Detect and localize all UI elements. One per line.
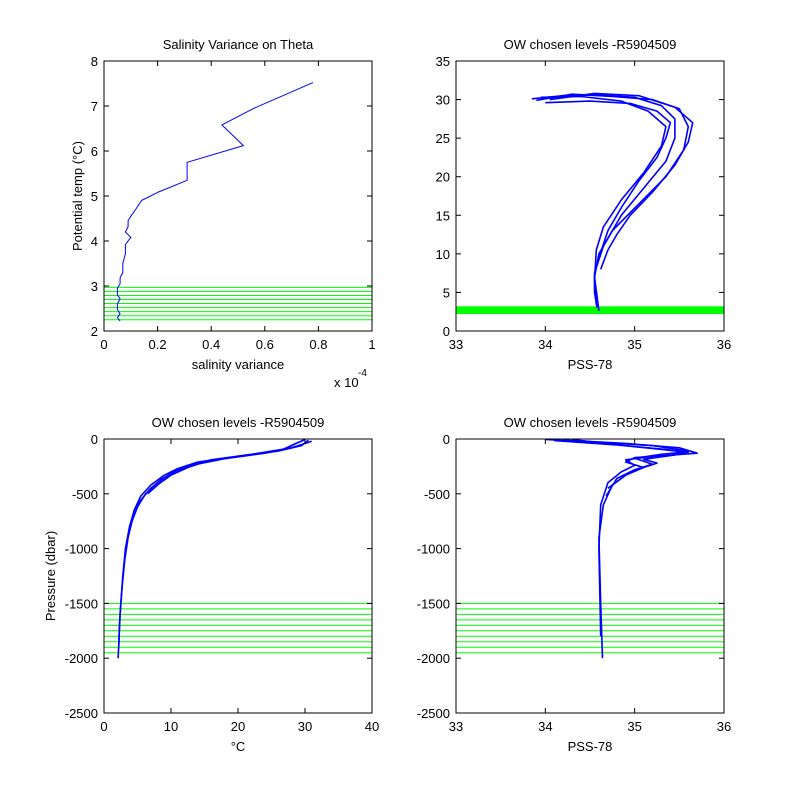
series-group	[116, 82, 314, 322]
y-ticks: -2500 -2000 -1500 -1000 -500 0	[65, 432, 372, 721]
x-ticks: 33 34 35 36	[449, 439, 731, 734]
chosen-level-band	[456, 306, 724, 315]
x-tick-label: 33	[449, 719, 463, 734]
x-axis-label: PSS-78	[568, 739, 613, 754]
y-tick-label: 7	[91, 99, 98, 114]
panel-salinity-variance: 0 0.2 0.4 0.6 0.8 1 2 3 4 5 6 7 8 Salinity Variance…	[70, 37, 376, 390]
y-tick-label: 0	[91, 432, 98, 447]
x-tick-label: 30	[298, 719, 312, 734]
chart-title: OW chosen levels -R5904509	[504, 37, 677, 52]
x-axis-label: salinity variance	[192, 357, 285, 372]
x-axis-label: °C	[231, 739, 246, 754]
x-tick-label: 20	[231, 719, 245, 734]
x-tick-label: 35	[627, 337, 641, 352]
y-tick-label: 6	[91, 144, 98, 159]
y-axis-label: Potential temp (°C)	[70, 141, 85, 251]
x-tick-label: 0	[100, 337, 107, 352]
y-ticks: 2 3 4 5 6 7 8	[91, 54, 372, 339]
x-tick-label: 36	[717, 337, 731, 352]
profile-line	[563, 439, 699, 637]
axes-frame	[455, 438, 725, 714]
y-tick-label: 8	[91, 54, 98, 69]
x-tick-label: 33	[449, 337, 463, 352]
x-tick-label: 40	[365, 719, 379, 734]
y-tick-label: -500	[72, 487, 98, 502]
x-tick-label: 0.4	[202, 337, 220, 352]
profile-line	[147, 438, 306, 495]
y-tick-label: -2500	[65, 706, 98, 721]
x-axis-label: PSS-78	[568, 357, 613, 372]
x-tick-label: 0.6	[256, 337, 274, 352]
y-tick-label: 35	[436, 54, 450, 69]
series-group	[117, 438, 312, 659]
x-ticks: 0 10 20 30 40	[100, 439, 379, 734]
x-tick-label: 0.2	[149, 337, 167, 352]
y-tick-label: -2500	[417, 706, 450, 721]
x-tick-label: 1	[368, 337, 375, 352]
chosen-level-lines	[456, 602, 724, 654]
x-exponent-power: -4	[358, 368, 367, 379]
y-tick-label: 0	[443, 432, 450, 447]
y-tick-label: -1000	[65, 542, 98, 557]
x-tick-label: 34	[538, 719, 552, 734]
chart-title: OW chosen levels -R5904509	[152, 415, 325, 430]
y-tick-label: 10	[436, 247, 450, 262]
y-tick-label: -2000	[65, 651, 98, 666]
axes-frame	[455, 60, 725, 332]
y-tick-label: -500	[424, 487, 450, 502]
y-ticks: 0 5 10 15 20 25 30 35	[436, 54, 724, 339]
profile-line	[116, 82, 314, 322]
y-tick-label: -1000	[417, 542, 450, 557]
y-tick-label: 15	[436, 208, 450, 223]
x-ticks: 0 0.2 0.4 0.6 0.8 1	[100, 61, 376, 352]
x-tick-label: 36	[717, 719, 731, 734]
y-tick-label: 5	[443, 285, 450, 300]
x-exponent-label: x 10	[334, 375, 359, 390]
profile-line	[549, 92, 694, 270]
y-tick-label: 3	[91, 279, 98, 294]
panel-salinity-theta: 33 34 35 36 0 5 10 15 20 25 30 35 OW chosen levels…	[436, 37, 732, 372]
x-tick-label: 0.8	[309, 337, 327, 352]
panel-temperature-pressure: 0 10 20 30 40 -2500 -2000 -1500 -1000 -500 0 OW c…	[43, 415, 379, 754]
panel-salinity-pressure: 33 34 35 36 -2500 -2000 -1500 -1000 -500 0 OW ch…	[417, 415, 731, 754]
y-tick-label: -1500	[417, 596, 450, 611]
x-tick-label: 0	[100, 719, 107, 734]
chosen-level-band	[456, 306, 724, 315]
y-axis-label: Pressure (dbar)	[43, 531, 58, 621]
y-ticks: -2500 -2000 -1500 -1000 -500 0	[417, 432, 724, 721]
chosen-level-lines	[104, 286, 372, 321]
x-tick-label: 34	[538, 337, 552, 352]
profile-line	[545, 100, 672, 258]
y-tick-label: 0	[443, 324, 450, 339]
y-tick-label: 4	[91, 234, 98, 249]
x-ticks: 33 34 35 36	[449, 61, 731, 352]
x-tick-label: 35	[627, 719, 641, 734]
series-group	[531, 92, 694, 311]
y-tick-label: -1500	[65, 596, 98, 611]
chosen-level-lines	[104, 602, 372, 654]
y-tick-label: 2	[91, 324, 98, 339]
x-tick-label: 10	[164, 719, 178, 734]
profile-line	[572, 438, 690, 489]
chart-title: OW chosen levels -R5904509	[504, 415, 677, 430]
chart-title: Salinity Variance on Theta	[163, 37, 314, 52]
y-tick-label: -2000	[417, 651, 450, 666]
y-tick-label: 5	[91, 189, 98, 204]
series-group	[545, 438, 699, 659]
profile-line	[540, 95, 667, 305]
y-tick-label: 30	[436, 93, 450, 108]
y-tick-label: 20	[436, 170, 450, 185]
y-tick-label: 25	[436, 131, 450, 146]
